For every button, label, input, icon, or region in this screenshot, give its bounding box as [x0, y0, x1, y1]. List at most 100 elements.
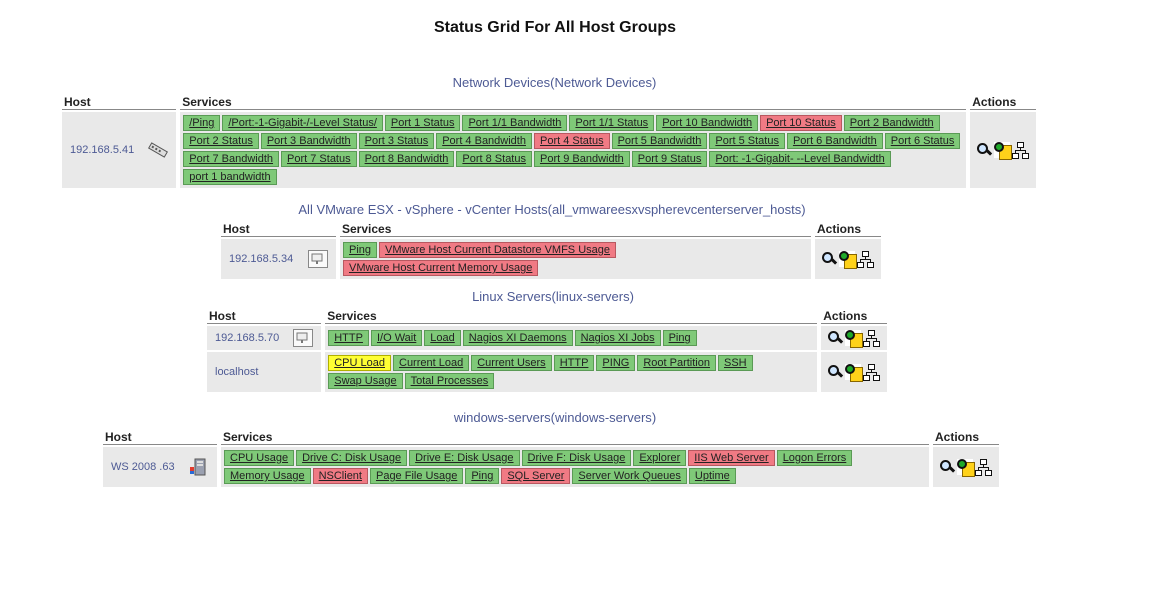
service-badge[interactable]: Port 10 Bandwidth [656, 115, 759, 131]
hostgroup-table: Host Services Actions 192.168.5.41 /Ping… [58, 93, 1040, 190]
host-column-header: Host [103, 430, 217, 445]
service-badge[interactable]: Drive F: Disk Usage [521, 450, 632, 466]
host-cell: localhost [207, 352, 322, 392]
view-host-report-icon[interactable] [957, 459, 975, 477]
service-badge[interactable]: Port 3 Bandwidth [260, 133, 357, 149]
view-network-map-icon[interactable] [1012, 142, 1030, 159]
hostgroup-name-link[interactable]: all_vmwareesxvspherevcenterserver_hosts [551, 202, 802, 217]
view-network-map-icon[interactable] [863, 330, 881, 347]
service-badge[interactable]: CPU Usage [224, 450, 295, 466]
service-badge[interactable]: /Ping [183, 115, 221, 131]
view-network-map-icon[interactable] [975, 459, 992, 476]
host-column-header: Host [207, 309, 322, 324]
service-badge[interactable]: Port 9 Bandwidth [533, 151, 630, 167]
server-monitor-icon [293, 329, 314, 347]
service-badge[interactable]: Root Partition [637, 355, 716, 371]
service-badge[interactable]: Port 7 Status [281, 151, 357, 167]
service-badge[interactable]: Port 9 Status [631, 151, 708, 167]
view-host-report-icon[interactable] [839, 251, 857, 269]
view-host-status-icon[interactable] [939, 459, 955, 475]
service-badge[interactable]: Port 5 Status [709, 133, 785, 149]
view-host-status-icon[interactable] [827, 364, 843, 380]
service-badge[interactable]: Current Load [393, 355, 470, 371]
service-badge[interactable]: Port 1/1 Bandwidth [462, 115, 568, 131]
host-link[interactable]: WS 2008 .63 [111, 461, 175, 473]
service-badge[interactable]: Server Work Queues [572, 468, 687, 484]
table-row: WS 2008 .63 CPU Usage Drive C: Disk Usage… [103, 447, 999, 487]
hostgroup-alias-link[interactable]: All VMware ESX - vSphere - vCenter Hosts [298, 202, 548, 217]
service-badge[interactable]: Port 7 Bandwidth [183, 151, 280, 167]
hostgroup-alias-link[interactable]: Linux Servers [472, 289, 552, 304]
service-badge[interactable]: Explorer [633, 450, 687, 466]
hostgroup-title: windows-servers(windows-servers) [453, 410, 657, 425]
service-badge[interactable]: I/O Wait [370, 330, 423, 346]
view-host-status-icon[interactable] [976, 142, 992, 158]
view-host-status-icon[interactable] [821, 251, 837, 267]
service-badge[interactable]: Logon Errors [776, 450, 853, 466]
service-badge[interactable]: Port: -1-Gigabit- --Level Bandwidth [709, 151, 891, 167]
hostgroup-name-link[interactable]: Network Devices [554, 75, 653, 90]
view-network-map-icon[interactable] [857, 251, 874, 268]
service-badge[interactable]: HTTP [328, 330, 369, 346]
services-cell: CPU Usage Drive C: Disk Usage Drive E: Dis… [221, 447, 929, 487]
view-network-map-icon[interactable] [863, 364, 881, 381]
hostgroup-alias-link[interactable]: Network Devices [452, 75, 551, 90]
service-badge[interactable]: Total Processes [404, 373, 495, 389]
service-badge[interactable]: SQL Server [501, 468, 571, 484]
service-badge[interactable]: Nagios XI Daemons [462, 330, 573, 346]
service-badge[interactable]: Ping [662, 330, 697, 346]
service-badge[interactable]: Port 8 Bandwidth [358, 151, 455, 167]
service-badge[interactable]: Port 8 Status [456, 151, 532, 167]
service-badge[interactable]: Port 2 Status [183, 133, 259, 149]
service-badge[interactable]: CPU Load [328, 355, 391, 371]
hostgroup-name-link[interactable]: windows-servers [555, 410, 652, 425]
service-badge[interactable]: Drive E: Disk Usage [409, 450, 520, 466]
service-badge[interactable]: Memory Usage [224, 468, 311, 484]
view-host-status-icon[interactable] [827, 330, 843, 346]
host-link[interactable]: 192.168.5.34 [229, 253, 294, 265]
service-badge[interactable]: Port 10 Status [760, 115, 842, 131]
services-column-header: Services [221, 430, 929, 445]
service-badge[interactable]: Port 6 Status [884, 133, 961, 149]
hostgroup-alias-link[interactable]: windows-servers [453, 410, 551, 425]
host-link[interactable]: 192.168.5.70 [215, 332, 280, 344]
services-column-header: Services [180, 95, 967, 110]
view-host-report-icon[interactable] [994, 142, 1013, 160]
service-badge[interactable]: Ping [465, 468, 500, 484]
service-badge[interactable]: VMware Host Current Datastore VMFS Usage [379, 242, 616, 258]
service-badge[interactable]: Port 4 Status [533, 133, 610, 149]
service-badge[interactable]: PING [596, 355, 636, 371]
host-cell: 192.168.5.34 [221, 239, 336, 279]
service-badge[interactable]: Port 3 Status [358, 133, 435, 149]
service-badge[interactable]: Ping [343, 242, 378, 258]
service-badge[interactable]: Swap Usage [328, 373, 403, 389]
service-badge[interactable]: Port 6 Bandwidth [786, 133, 883, 149]
service-badge[interactable]: NSClient [312, 468, 368, 484]
service-badge[interactable]: Port 1 Status [384, 115, 461, 131]
service-badge[interactable]: IIS Web Server [688, 450, 775, 466]
service-badge[interactable]: port 1 bandwidth [183, 169, 277, 185]
service-badge[interactable]: Drive C: Disk Usage [296, 450, 408, 466]
host-cell: WS 2008 .63 [103, 447, 217, 487]
service-badge[interactable]: VMware Host Current Memory Usage [343, 260, 539, 276]
host-link[interactable]: localhost [215, 366, 259, 378]
view-host-report-icon[interactable] [845, 364, 864, 382]
host-link[interactable]: 192.168.5.41 [70, 144, 135, 156]
service-badge[interactable]: Current Users [471, 355, 552, 371]
view-host-report-icon[interactable] [845, 330, 864, 348]
service-badge[interactable]: Uptime [688, 468, 736, 484]
service-badge[interactable]: Port 4 Bandwidth [436, 133, 532, 149]
service-badge[interactable]: Port 1/1 Status [569, 115, 655, 131]
service-badge[interactable]: Page File Usage [369, 468, 464, 484]
table-row: 192.168.5.70 HTTP I/O Wait Load Nagios XI D… [207, 326, 888, 350]
service-badge[interactable]: Port 5 Bandwidth [611, 133, 708, 149]
hostgroup-linux-servers: Linux Servers(linux-servers) Host Servic… [203, 289, 913, 394]
service-badge[interactable]: SSH [717, 355, 753, 371]
service-badge[interactable]: Nagios XI Jobs [574, 330, 661, 346]
service-badge[interactable]: Load [424, 330, 461, 346]
hostgroup-name-link[interactable]: linux-servers [555, 289, 630, 304]
host-cell: 192.168.5.70 [207, 326, 322, 350]
service-badge[interactable]: /Port:-1-Gigabit-/-Level Status/ [222, 115, 383, 131]
service-badge[interactable]: Port 2 Bandwidth [843, 115, 940, 131]
service-badge[interactable]: HTTP [553, 355, 595, 371]
